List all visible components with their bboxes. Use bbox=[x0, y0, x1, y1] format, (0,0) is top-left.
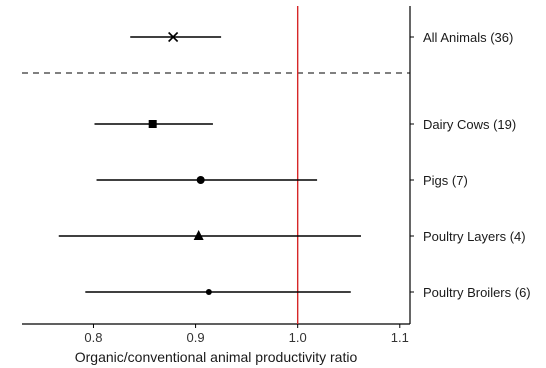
x-tick-label: 0.8 bbox=[84, 330, 102, 345]
row-label: Poultry Layers (4) bbox=[423, 229, 526, 244]
labels-group: 0.8 0.9 1.0 1.1 All Animals (36) Dairy Cows (… bbox=[84, 30, 530, 345]
marks-group bbox=[58, 31, 361, 295]
row-label: Poultry Broilers (6) bbox=[423, 285, 531, 300]
row-label: Pigs (7) bbox=[423, 173, 468, 188]
axes-group bbox=[22, 6, 414, 328]
estimate-marker bbox=[148, 120, 157, 128]
x-tick-label: 1.0 bbox=[289, 330, 307, 345]
row-label: Dairy Cows (19) bbox=[423, 117, 516, 132]
x-tick-label: 0.9 bbox=[187, 330, 205, 345]
x-tick-label: 1.1 bbox=[391, 330, 409, 345]
estimate-marker bbox=[168, 31, 179, 43]
estimate-marker bbox=[205, 289, 212, 295]
estimate-marker bbox=[193, 230, 204, 240]
estimate-marker bbox=[196, 176, 205, 184]
x-axis-title: Organic/conventional animal productivity… bbox=[75, 349, 358, 365]
row-label: All Animals (36) bbox=[423, 30, 513, 45]
